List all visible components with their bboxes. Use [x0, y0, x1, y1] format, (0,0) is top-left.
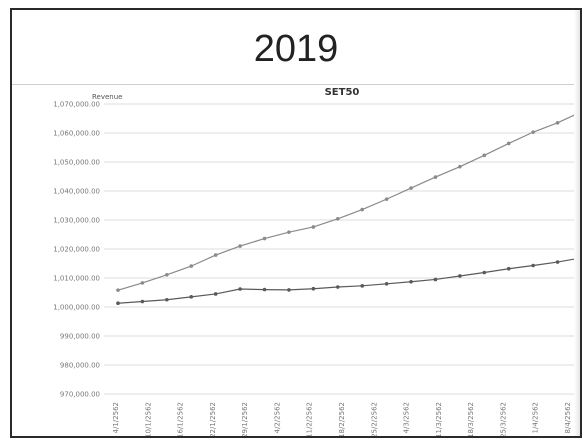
data-point: [238, 287, 242, 291]
data-point: [555, 121, 560, 125]
x-tick-label: 11/2/2562: [306, 402, 314, 438]
data-point: [433, 277, 438, 282]
data-point: [384, 197, 389, 201]
data-point: [116, 301, 120, 306]
data-point: [580, 110, 582, 114]
x-tick-label: 25/3/2562: [499, 402, 507, 438]
y-tick-label: 980,000.00: [60, 362, 100, 370]
page-heading-year: 2019: [253, 28, 339, 70]
data-point: [506, 266, 511, 271]
data-point: [458, 164, 462, 169]
data-point: [165, 273, 169, 277]
data-point: [506, 141, 511, 146]
series-lines: [117, 111, 580, 304]
y-tick-label: 1,020,000.00: [53, 246, 100, 254]
data-point: [189, 264, 194, 268]
data-point: [140, 299, 145, 304]
line-chart: 970,000.00 980,000.00 990,000.00 1,000,000.…: [53, 87, 582, 438]
y-tick-label: 1,030,000.00: [53, 217, 100, 225]
x-tick-label: 18/3/2562: [467, 402, 475, 438]
data-point: [580, 256, 582, 260]
y-axis-label: Revenue: [92, 93, 123, 101]
series-line-1: [117, 111, 580, 291]
heading-divider: [12, 84, 580, 85]
x-axis-ticks: 4/1/2562 10/1/2562 16/1/2562 22/1/2562 29/1/…: [112, 402, 572, 438]
x-tick-label: 29/1/2562: [241, 402, 249, 438]
data-point: [287, 230, 291, 234]
x-tick-label: 8/4/2562: [564, 402, 572, 433]
x-tick-label: 22/1/2562: [209, 402, 217, 438]
x-tick-label: 1/4/2562: [532, 402, 540, 433]
y-tick-label: 1,060,000.00: [53, 130, 100, 138]
data-point: [213, 292, 218, 296]
x-tick-label: 4/2/2562: [273, 402, 281, 433]
data-point: [189, 295, 194, 299]
data-point: [531, 263, 535, 268]
x-tick-label: 4/3/2562: [403, 402, 411, 433]
scan-edge-shading: [574, 10, 580, 436]
x-tick-label: 16/1/2562: [177, 402, 185, 438]
data-point: [335, 285, 340, 289]
data-point: [262, 287, 267, 292]
data-point: [311, 286, 316, 291]
series-line-2: [117, 257, 580, 304]
data-point: [335, 217, 340, 221]
data-point: [238, 244, 242, 248]
data-point: [531, 130, 535, 134]
y-tick-label: 1,050,000.00: [53, 159, 100, 167]
data-point: [482, 270, 487, 275]
x-tick-label: 18/2/2562: [338, 402, 346, 438]
data-point: [433, 175, 438, 179]
data-point: [140, 281, 145, 285]
data-point: [384, 282, 389, 286]
gridlines: [104, 103, 578, 395]
y-tick-label: 1,070,000.00: [53, 101, 100, 109]
y-tick-label: 970,000.00: [60, 391, 100, 399]
y-axis-ticks: 970,000.00 980,000.00 990,000.00 1,000,000.…: [53, 101, 100, 399]
y-tick-label: 990,000.00: [60, 333, 100, 341]
data-point: [482, 153, 487, 158]
data-point: [360, 207, 365, 212]
data-point: [409, 279, 413, 284]
data-point: [458, 274, 462, 278]
x-tick-label: 10/1/2562: [144, 402, 152, 438]
y-tick-label: 1,040,000.00: [53, 188, 100, 196]
chart-frame: 2019 970,000.00 980,000.00 990,000.00 1,000…: [10, 8, 582, 438]
data-point: [360, 284, 365, 288]
data-point: [311, 225, 316, 229]
x-tick-label: 25/2/2562: [370, 402, 378, 438]
data-point: [262, 236, 267, 241]
y-tick-label: 1,000,000.00: [53, 304, 100, 312]
data-point: [555, 260, 560, 264]
data-point: [409, 186, 413, 190]
data-point: [116, 288, 120, 292]
chart-title: SET50: [325, 87, 360, 98]
series-points: [116, 110, 582, 306]
x-tick-label: 4/1/2562: [112, 402, 120, 433]
data-point: [213, 253, 218, 257]
data-point: [287, 288, 291, 292]
x-tick-label: 11/3/2562: [435, 402, 443, 438]
y-tick-label: 1,010,000.00: [53, 275, 100, 283]
data-point: [165, 297, 169, 302]
